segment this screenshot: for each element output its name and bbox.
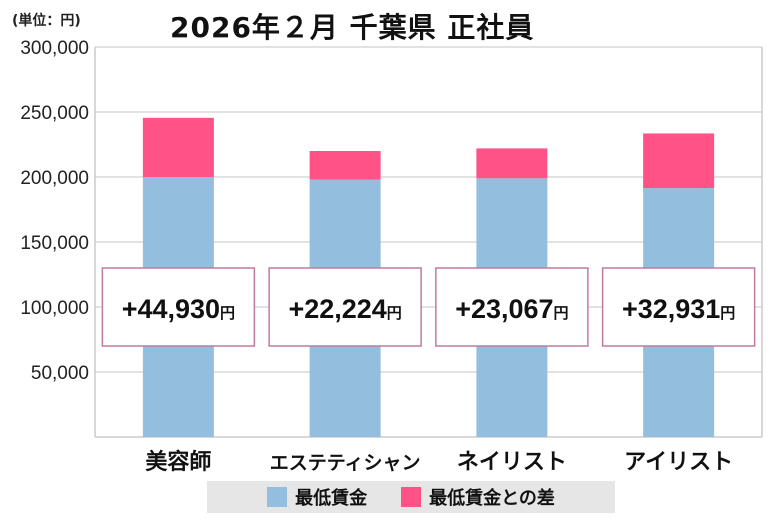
y-tick-label: 250,000 — [20, 103, 89, 124]
legend-swatch-min-wage — [267, 487, 288, 507]
chart-title: 2026年２月 千葉県 正社員 — [170, 11, 535, 44]
data-label-value: +23,067 — [455, 294, 553, 324]
legend-label: 最低賃金との差 — [429, 488, 555, 509]
data-label: +22,224円 — [288, 294, 401, 324]
legend-item-min-wage: 最低賃金 — [267, 484, 367, 510]
data-label-box — [601, 267, 756, 347]
data-label-box — [435, 267, 589, 347]
bar-difference — [643, 133, 715, 189]
x-tick-label: 美容師 — [145, 449, 211, 475]
legend-item-difference: 最低賃金との差 — [401, 484, 555, 510]
data-label-value: +22,224 — [288, 294, 386, 324]
bar-difference — [476, 148, 548, 179]
bar-difference — [142, 117, 214, 177]
y-tick-label: 150,000 — [20, 233, 89, 254]
bar-difference — [309, 151, 381, 180]
y-tick-label: 300,000 — [20, 38, 89, 59]
y-tick-label: 200,000 — [20, 168, 89, 189]
data-label-value: +44,930 — [122, 294, 220, 324]
data-label: +23,067円 — [455, 294, 568, 324]
data-label-box — [268, 267, 422, 347]
x-tick-label: アイリスト — [624, 450, 733, 475]
data-label-unit: 円 — [220, 305, 235, 322]
unit-label: (単位：円) — [12, 13, 81, 29]
x-tick-label: エステティシャン — [270, 452, 421, 474]
legend-swatch-difference — [401, 487, 422, 507]
data-label-value: +32,931 — [622, 294, 720, 324]
data-label-box — [101, 267, 256, 347]
data-label-unit: 円 — [387, 305, 402, 322]
y-tick-label: 50,000 — [31, 363, 89, 384]
y-tick-label: 100,000 — [20, 298, 89, 319]
x-tick-label: ネイリスト — [457, 450, 567, 475]
data-label: +32,931円 — [622, 294, 735, 324]
data-label: +44,930円 — [122, 294, 235, 324]
data-label-unit: 円 — [720, 305, 735, 322]
legend-label: 最低賃金 — [295, 488, 368, 509]
legend: 最低賃金 最低賃金との差 — [207, 481, 615, 513]
data-label-unit: 円 — [554, 305, 569, 322]
